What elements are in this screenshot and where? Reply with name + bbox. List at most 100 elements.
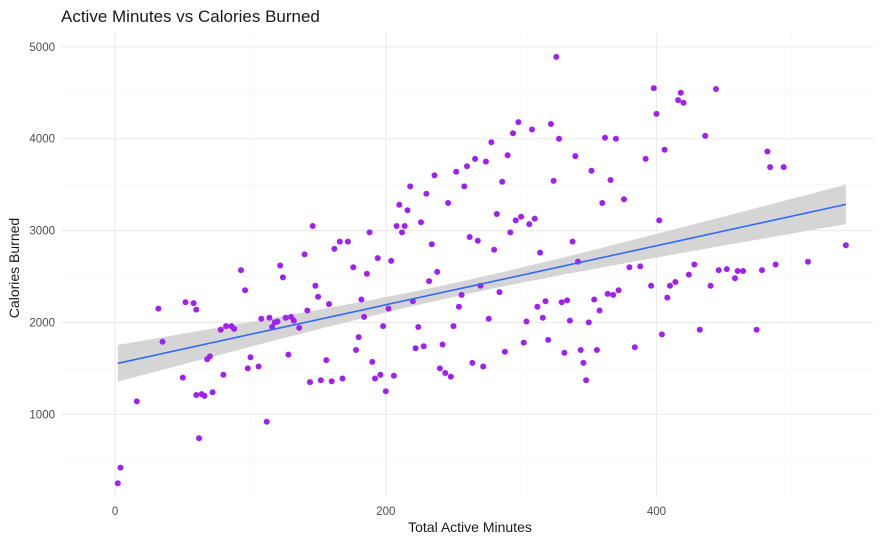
data-point bbox=[520, 339, 527, 346]
data-point bbox=[588, 167, 595, 174]
data-point bbox=[493, 211, 500, 217]
data-point bbox=[282, 314, 289, 321]
data-point bbox=[661, 146, 668, 153]
data-point bbox=[472, 155, 479, 162]
data-point bbox=[274, 318, 281, 325]
data-point bbox=[480, 363, 487, 370]
data-point bbox=[482, 158, 489, 165]
data-point bbox=[485, 315, 492, 322]
data-point bbox=[242, 287, 249, 294]
data-point bbox=[255, 363, 262, 370]
data-point bbox=[696, 326, 703, 333]
data-point bbox=[515, 119, 522, 126]
data-point bbox=[247, 354, 254, 361]
data-point bbox=[423, 190, 430, 197]
data-point bbox=[382, 388, 389, 395]
data-point bbox=[615, 287, 622, 294]
data-point bbox=[374, 255, 381, 262]
data-point bbox=[190, 300, 197, 307]
data-point bbox=[179, 374, 186, 381]
data-point bbox=[350, 264, 357, 271]
data-point bbox=[193, 392, 200, 398]
data-point bbox=[553, 53, 560, 60]
data-point bbox=[464, 163, 470, 170]
data-point bbox=[767, 164, 774, 171]
data-point bbox=[656, 217, 663, 224]
data-point bbox=[323, 357, 330, 364]
data-point bbox=[512, 217, 519, 224]
grid-lines bbox=[61, 33, 873, 497]
data-point bbox=[133, 398, 140, 405]
y-tick-label: 1000 bbox=[29, 409, 55, 421]
data-point bbox=[401, 223, 408, 229]
data-point bbox=[428, 241, 435, 248]
data-point bbox=[672, 279, 679, 285]
data-point bbox=[648, 282, 655, 289]
data-point bbox=[577, 347, 584, 353]
data-point bbox=[842, 242, 849, 249]
data-point bbox=[458, 291, 465, 298]
data-point bbox=[244, 365, 251, 372]
data-point bbox=[380, 323, 387, 330]
data-point bbox=[518, 213, 525, 220]
data-point bbox=[353, 347, 359, 353]
data-point bbox=[431, 172, 438, 179]
data-point bbox=[296, 324, 303, 331]
data-point bbox=[231, 325, 238, 332]
data-point bbox=[439, 341, 446, 348]
data-point bbox=[344, 238, 351, 245]
data-point bbox=[339, 375, 346, 382]
data-point bbox=[621, 196, 627, 203]
data-point bbox=[309, 223, 316, 229]
data-point bbox=[304, 307, 311, 314]
data-point bbox=[753, 326, 760, 333]
data-point bbox=[680, 99, 687, 106]
data-point bbox=[702, 132, 709, 139]
regression-line bbox=[117, 203, 847, 365]
data-point bbox=[390, 372, 397, 379]
data-point bbox=[238, 267, 244, 274]
data-point bbox=[317, 377, 324, 384]
data-point bbox=[526, 221, 533, 228]
y-tick-label: 5000 bbox=[29, 42, 55, 54]
data-point bbox=[772, 261, 779, 268]
data-point bbox=[529, 126, 535, 133]
data-point bbox=[658, 331, 665, 338]
data-point bbox=[583, 377, 590, 384]
data-point bbox=[547, 121, 554, 127]
data-points bbox=[114, 53, 849, 487]
data-point bbox=[415, 324, 422, 330]
data-point bbox=[434, 268, 441, 275]
chart-title: Active Minutes vs Calories Burned bbox=[61, 7, 320, 26]
data-point bbox=[650, 85, 657, 92]
data-point bbox=[539, 314, 546, 321]
data-point bbox=[363, 270, 370, 277]
data-point bbox=[740, 268, 747, 274]
data-point bbox=[388, 257, 395, 264]
data-point bbox=[217, 326, 224, 333]
data-point bbox=[550, 177, 557, 184]
data-point bbox=[499, 178, 506, 185]
data-point bbox=[637, 263, 644, 270]
data-point bbox=[396, 201, 403, 208]
x-tick-label: 200 bbox=[376, 506, 395, 518]
data-point bbox=[307, 379, 313, 386]
data-point bbox=[196, 435, 202, 442]
data-point bbox=[561, 349, 568, 356]
data-point bbox=[258, 315, 265, 322]
data-point bbox=[713, 86, 719, 92]
data-point bbox=[653, 110, 660, 117]
data-point bbox=[301, 251, 308, 258]
x-axis-label: Total Active Minutes bbox=[408, 519, 532, 535]
data-point bbox=[510, 130, 516, 137]
data-point bbox=[263, 418, 270, 425]
data-point bbox=[326, 301, 332, 307]
data-point bbox=[290, 317, 297, 324]
x-tick-label: 400 bbox=[647, 506, 666, 518]
data-point bbox=[667, 282, 673, 289]
data-point bbox=[407, 183, 414, 190]
data-point bbox=[723, 266, 730, 273]
data-point bbox=[209, 389, 216, 396]
data-point bbox=[450, 323, 457, 330]
data-point bbox=[569, 238, 576, 245]
